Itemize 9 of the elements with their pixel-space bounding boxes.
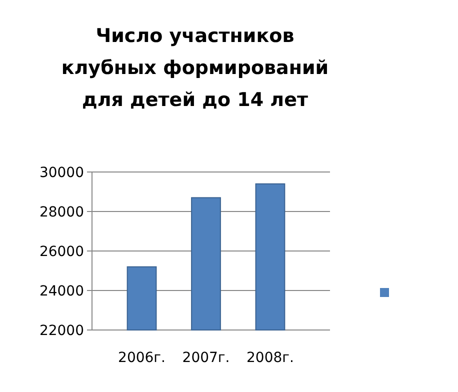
x-tick-label: 2006г. bbox=[118, 350, 166, 366]
x-tick-label: 2007г. bbox=[182, 350, 230, 366]
y-tick-label: 22000 bbox=[39, 322, 84, 339]
y-tick-label: 30000 bbox=[39, 164, 84, 181]
y-tick-label: 28000 bbox=[39, 204, 84, 220]
y-tick-label: 24000 bbox=[39, 283, 84, 300]
x-tick-label: 2008г. bbox=[246, 350, 294, 366]
chart-title: Число участников клубных формирований для детей до 14 лет bbox=[61, 25, 329, 111]
y-tick-label: 26000 bbox=[39, 244, 84, 260]
